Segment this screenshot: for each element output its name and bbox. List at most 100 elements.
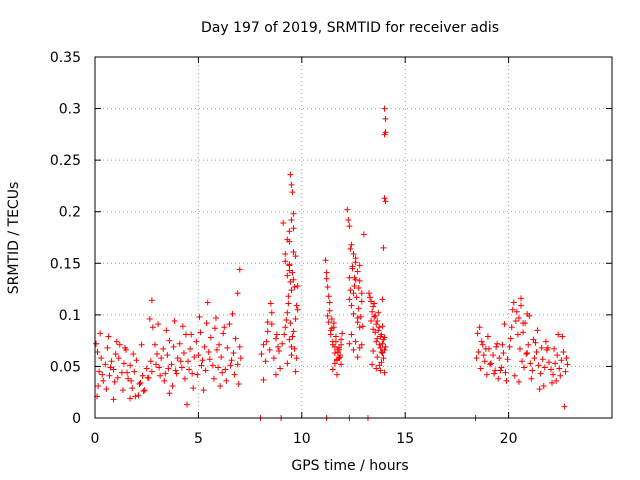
data-point [482, 345, 489, 352]
data-point [520, 329, 527, 336]
data-point [492, 367, 499, 374]
data-point [357, 313, 364, 320]
data-point [514, 331, 521, 338]
data-point [358, 290, 365, 297]
data-point [154, 351, 161, 358]
data-point [549, 379, 556, 386]
data-point [143, 365, 150, 372]
data-point [479, 341, 486, 348]
data-point [124, 369, 131, 376]
data-point [194, 371, 201, 378]
data-point [368, 318, 375, 325]
data-point [550, 371, 557, 378]
data-point [284, 309, 291, 316]
y-tick-label: 0 [72, 411, 81, 427]
data-point [288, 216, 295, 223]
data-point [226, 321, 233, 328]
data-point [169, 383, 176, 390]
data-point [266, 346, 273, 353]
chart-title: Day 197 of 2019, SRMTID for receiver adi… [201, 20, 499, 36]
data-point [378, 359, 385, 366]
data-point [275, 343, 282, 350]
data-point [371, 313, 378, 320]
data-point [350, 310, 357, 317]
data-point [203, 320, 210, 327]
data-point [108, 358, 115, 365]
data-point [137, 379, 144, 386]
data-point [235, 380, 242, 387]
data-point [206, 356, 213, 363]
data-point [119, 387, 126, 394]
data-point [488, 360, 495, 367]
data-point [205, 348, 212, 355]
data-point [237, 355, 244, 362]
data-point [374, 354, 381, 361]
data-point [277, 365, 284, 372]
data-point [272, 335, 279, 342]
data-point [201, 343, 208, 350]
data-point [294, 282, 301, 289]
x-tick-label: 5 [194, 431, 203, 447]
data-point [199, 357, 206, 364]
data-point [158, 355, 165, 362]
data-point [491, 370, 498, 377]
data-point [323, 275, 330, 282]
data-point [370, 326, 377, 333]
data-point [113, 338, 120, 345]
data-point [524, 310, 531, 317]
data-point [227, 362, 234, 369]
data-point [118, 369, 125, 376]
data-point [552, 360, 559, 367]
data-point [179, 323, 186, 330]
data-point [528, 375, 535, 382]
data-point [234, 290, 241, 297]
data-point [358, 341, 365, 348]
data-point [369, 308, 376, 315]
data-point [288, 352, 295, 359]
data-point [539, 356, 546, 363]
plot-frame [94, 56, 613, 419]
data-point [322, 257, 329, 264]
data-point [273, 331, 280, 338]
data-point [338, 341, 345, 348]
data-point [236, 266, 243, 273]
y-tick-label: 0.05 [50, 359, 81, 375]
data-point [375, 327, 382, 334]
data-point [174, 355, 181, 362]
data-point [148, 297, 155, 304]
data-point [531, 355, 538, 362]
data-point [268, 321, 275, 328]
data-point [327, 331, 334, 338]
data-point [373, 338, 380, 345]
data-point [525, 341, 532, 348]
data-point [332, 333, 339, 340]
data-point [181, 375, 188, 382]
data-point [132, 393, 139, 400]
data-point [503, 377, 510, 384]
data-point [512, 318, 519, 325]
data-point [358, 298, 365, 305]
data-point [223, 377, 230, 384]
y-tick-label: 0.35 [50, 50, 81, 66]
data-point [139, 372, 146, 379]
data-point [148, 368, 155, 375]
y-tick-label: 0.2 [59, 205, 81, 221]
data-point [373, 365, 380, 372]
data-point [377, 344, 384, 351]
data-point [290, 210, 297, 217]
data-point [336, 346, 343, 353]
data-point [532, 339, 539, 346]
data-point [563, 355, 570, 362]
data-point [288, 343, 295, 350]
data-point [110, 396, 117, 403]
data-point [540, 383, 547, 390]
data-point [236, 343, 243, 350]
data-point [163, 327, 170, 334]
data-point [186, 366, 193, 373]
data-point [553, 377, 560, 384]
data-point [347, 287, 354, 294]
data-point [156, 364, 163, 371]
data-point [476, 324, 483, 331]
data-point [155, 321, 162, 328]
data-point [523, 351, 530, 358]
